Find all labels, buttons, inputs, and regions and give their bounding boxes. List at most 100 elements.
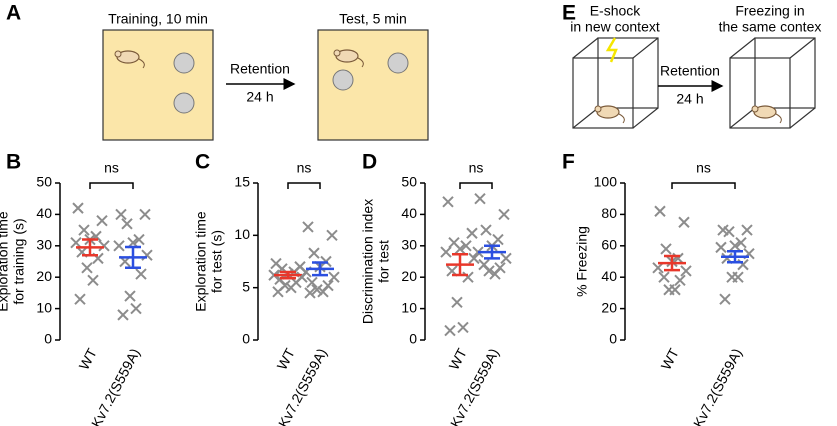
significance-bracket — [459, 182, 493, 189]
y-axis-label: for training (s) — [11, 218, 27, 304]
y-tick-label: 0 — [409, 331, 417, 347]
data-point — [674, 274, 686, 287]
box-title: in new context — [570, 19, 660, 35]
data-point — [460, 240, 472, 252]
y-tick-label: 30 — [401, 237, 417, 253]
data-point — [652, 262, 664, 274]
y-tick-label: 50 — [36, 174, 52, 190]
y-tick-label: 20 — [401, 268, 417, 284]
annotation: ns — [297, 160, 312, 176]
box-title: Test, 5 min — [339, 11, 407, 27]
data-point — [304, 287, 316, 299]
y-tick-label: 10 — [36, 299, 52, 315]
y-tick-label: 10 — [234, 226, 250, 242]
error-bar — [727, 250, 743, 264]
cage — [572, 37, 659, 129]
x-tick-label: WT — [658, 345, 683, 372]
data-point — [440, 246, 452, 258]
object — [173, 52, 195, 74]
panel-label: B — [6, 151, 21, 174]
data-point — [483, 265, 495, 277]
error-bar — [280, 270, 296, 280]
data-point — [78, 224, 90, 236]
data-point — [328, 271, 340, 283]
data-point — [442, 196, 454, 208]
data-point — [308, 247, 320, 259]
data-point — [658, 271, 670, 283]
panel-label: A — [6, 2, 21, 25]
data-point — [311, 284, 323, 296]
annotation: ns — [696, 160, 711, 176]
cage — [729, 37, 816, 129]
box-title: the same contex — [719, 19, 822, 35]
data-point — [115, 208, 127, 221]
data-point — [81, 262, 93, 274]
error-bar — [82, 238, 98, 257]
y-tick-label: 15 — [234, 174, 250, 190]
data-point — [715, 241, 727, 254]
y-tick-label: 20 — [36, 268, 52, 284]
object — [332, 69, 354, 91]
annotation: ns — [469, 160, 484, 176]
y-tick-label: 20 — [601, 299, 617, 315]
y-tick-label: 30 — [36, 237, 52, 253]
significance-bracket — [671, 182, 736, 189]
data-point — [87, 274, 99, 287]
error-bar — [664, 254, 680, 272]
box-title: Training, 10 min — [108, 11, 208, 27]
data-point — [135, 268, 147, 280]
annotation: ns — [104, 160, 119, 176]
y-tick-label: 50 — [401, 174, 417, 190]
data-point — [654, 205, 666, 217]
data-point — [96, 214, 108, 227]
data-point — [117, 309, 129, 321]
data-point — [272, 286, 284, 298]
data-point — [74, 293, 86, 305]
data-point — [72, 202, 84, 214]
error-bar — [312, 261, 328, 277]
y-tick-label: 40 — [601, 268, 617, 284]
y-axis-label: Exploration time — [0, 211, 11, 312]
x-tick-label: WT — [274, 345, 299, 372]
y-tick-label: 40 — [36, 205, 52, 221]
x-tick-label: Kv7.2(S559A) — [690, 346, 745, 426]
data-point — [489, 268, 501, 280]
data-point — [723, 225, 735, 238]
data-point — [468, 252, 480, 265]
data-point — [326, 229, 338, 242]
y-tick-label: 0 — [242, 331, 250, 347]
y-tick-label: 60 — [601, 237, 617, 253]
y-tick-label: 40 — [401, 205, 417, 221]
data-point — [317, 286, 329, 298]
data-point — [98, 240, 110, 252]
x-tick-label: WT — [446, 345, 471, 372]
data-point — [451, 296, 463, 309]
data-point — [741, 224, 753, 236]
data-point — [729, 240, 741, 252]
box-title: E-shock — [590, 3, 642, 19]
y-tick-label: 0 — [44, 331, 52, 347]
panel-label: D — [362, 151, 377, 174]
data-point — [70, 236, 82, 249]
arrow-label: Retention — [230, 61, 290, 77]
error-bar — [484, 244, 500, 260]
y-axis-label: Exploration time — [193, 211, 209, 312]
data-point — [302, 221, 314, 233]
data-point — [141, 249, 153, 261]
data-point — [457, 321, 469, 334]
y-axis-label: % Freezing — [574, 226, 590, 297]
significance-bracket — [89, 182, 134, 189]
error-bar — [452, 253, 468, 277]
arrow-label: 24 h — [676, 91, 703, 107]
arrow-label: Retention — [660, 63, 720, 79]
arena — [102, 29, 214, 141]
data-point — [454, 243, 466, 255]
data-point — [124, 290, 136, 302]
data-point — [480, 224, 492, 236]
y-tick-label: 80 — [601, 205, 617, 221]
data-point — [660, 243, 672, 255]
arrow-label: 24 h — [246, 89, 273, 105]
data-point — [500, 252, 512, 265]
panel-label: E — [562, 2, 576, 25]
